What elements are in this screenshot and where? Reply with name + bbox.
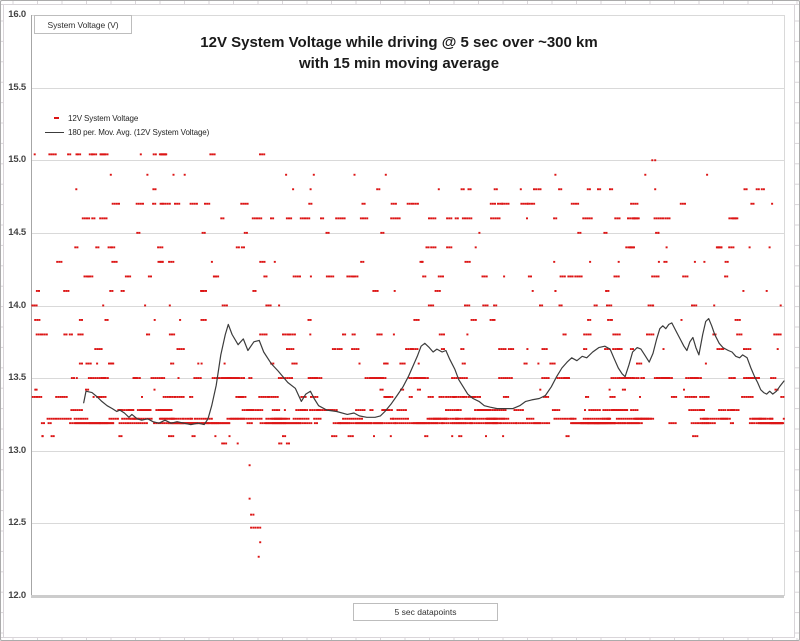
- chart-title[interactable]: 12V System Voltage while driving @ 5 sec…: [1, 32, 797, 74]
- chart-gridlines: [31, 15, 785, 598]
- moving-average-line-series: [83, 318, 785, 426]
- value-axis-tick-label: 15.5: [8, 81, 26, 93]
- legend-label-scatter: 12V System Voltage: [68, 113, 139, 123]
- category-axis-title-box[interactable]: 5 sec datapoints: [353, 603, 498, 621]
- scatter-marker-icon: [54, 117, 59, 119]
- chart-legend[interactable]: 12V System Voltage 180 per. Mov. Avg. (1…: [45, 111, 209, 139]
- chart-title-line-2: with 15 min moving average: [298, 55, 500, 72]
- value-axis-tick-label: 14.5: [8, 226, 26, 238]
- legend-entry-line[interactable]: 180 per. Mov. Avg. (12V System Voltage): [45, 125, 209, 139]
- value-axis-tick-label: 12.0: [8, 590, 26, 601]
- chart-title-line-1: 12V System Voltage while driving @ 5 sec…: [200, 34, 598, 51]
- legend-entry-scatter[interactable]: 12V System Voltage: [45, 111, 209, 125]
- category-axis-title: 5 sec datapoints: [394, 607, 457, 617]
- value-axis-tick-label: 16.0: [8, 9, 26, 20]
- value-axis-tick-label: 15.0: [8, 154, 26, 166]
- value-axis-tick-label: 13.5: [8, 372, 26, 384]
- value-axis-title-box[interactable]: System Voltage (V): [34, 15, 132, 34]
- value-axis-tick-label: 13.0: [8, 444, 26, 456]
- line-marker-icon: [45, 131, 64, 133]
- value-axis-tick-label: 12.5: [8, 517, 26, 529]
- value-axis-tick-label: 14.0: [8, 299, 26, 311]
- value-axis-title: System Voltage (V): [47, 19, 119, 30]
- voltage-scatter-series: [31, 153, 785, 558]
- legend-label-line: 180 per. Mov. Avg. (12V System Voltage): [68, 127, 210, 137]
